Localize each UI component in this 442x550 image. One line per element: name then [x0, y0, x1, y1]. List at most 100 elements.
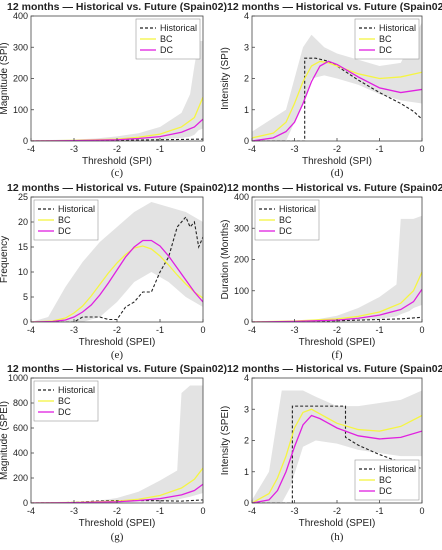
- legend-label: Historical: [279, 204, 316, 214]
- chart-title: 12 months — Historical vs. Future (Spain…: [227, 1, 442, 13]
- legend-label: Historical: [160, 23, 197, 33]
- legend-label: DC: [379, 45, 392, 55]
- chart-panel-c: 12 months — Historical vs. Future (Spain…: [0, 1, 227, 179]
- y-tick-label: 0: [23, 498, 28, 508]
- y-tick-label: 100: [234, 286, 249, 296]
- x-tick-label: -1: [375, 506, 383, 516]
- chart-panel-d: 12 months — Historical vs. Future (Spain…: [220, 1, 442, 179]
- x-tick-label: 0: [419, 144, 424, 154]
- x-axis-label: Threshold (SPI): [82, 156, 152, 167]
- y-tick-label: 0: [244, 498, 249, 508]
- legend-label: BC: [58, 215, 71, 225]
- x-tick-label: -2: [333, 506, 341, 516]
- x-tick-label: -1: [375, 325, 383, 335]
- x-tick-label: 0: [200, 325, 205, 335]
- y-tick-label: 100: [13, 105, 28, 115]
- panel-label: (c): [111, 167, 124, 179]
- x-tick-label: -4: [248, 144, 256, 154]
- x-tick-label: 0: [200, 144, 205, 154]
- x-axis-label: Threshold (SPEI): [299, 518, 376, 529]
- y-tick-label: 10: [18, 267, 28, 277]
- y-tick-label: 0: [23, 317, 28, 327]
- y-tick-label: 4: [244, 11, 249, 21]
- x-tick-label: -4: [248, 325, 256, 335]
- x-tick-label: -1: [156, 144, 164, 154]
- x-tick-label: -3: [290, 325, 298, 335]
- x-tick-label: -1: [156, 506, 164, 516]
- y-tick-label: 25: [18, 192, 28, 202]
- uncertainty-band: [252, 215, 422, 322]
- y-tick-label: 1000: [8, 373, 28, 383]
- plot-area: [31, 202, 203, 322]
- chart-title: 12 months — Historical vs. Future (Spain…: [227, 182, 442, 194]
- uncertainty-band: [252, 22, 422, 141]
- y-tick-label: 20: [18, 217, 28, 227]
- y-tick-label: 15: [18, 242, 28, 252]
- legend-label: DC: [379, 486, 392, 496]
- series-line-dc: [31, 118, 203, 141]
- x-tick-label: 0: [419, 506, 424, 516]
- chart-title: 12 months — Historical vs. Future (Spain…: [227, 363, 442, 375]
- panel-label: (d): [331, 167, 344, 179]
- legend-label: Historical: [58, 204, 95, 214]
- x-tick-label: -4: [27, 325, 35, 335]
- x-axis-label: Threshold (SPEI): [79, 337, 156, 348]
- series-line-dc: [252, 60, 422, 141]
- y-axis-label: Intensity (SPI): [220, 47, 231, 110]
- plot-area: [31, 385, 203, 503]
- y-tick-label: 200: [234, 255, 249, 265]
- y-tick-label: 0: [244, 136, 249, 146]
- y-tick-label: 5: [23, 292, 28, 302]
- x-tick-label: -3: [290, 506, 298, 516]
- chart-title: 12 months — Historical vs. Future (Spain…: [7, 363, 227, 375]
- x-tick-label: -1: [156, 325, 164, 335]
- x-axis-label: Threshold (SPEI): [299, 337, 376, 348]
- legend-label: BC: [279, 215, 292, 225]
- y-tick-label: 200: [13, 473, 28, 483]
- legend-label: DC: [160, 45, 173, 55]
- legend-label: DC: [58, 226, 71, 236]
- x-tick-label: -3: [290, 144, 298, 154]
- x-tick-label: -2: [113, 325, 121, 335]
- y-tick-label: 800: [13, 398, 28, 408]
- y-axis-label: Duration (Months): [220, 219, 231, 299]
- series-line-bc: [252, 408, 422, 503]
- plot-area: [252, 22, 422, 141]
- x-tick-label: -3: [70, 144, 78, 154]
- y-tick-label: 2: [244, 74, 249, 84]
- y-tick-label: 400: [13, 448, 28, 458]
- y-tick-label: 1: [244, 467, 249, 477]
- chart-panel-f: 12 months — Historical vs. Future (Spain…: [220, 182, 442, 361]
- plot-area: [31, 41, 203, 141]
- legend-label: BC: [379, 34, 392, 44]
- series-line-dc: [31, 483, 203, 503]
- y-tick-label: 0: [23, 136, 28, 146]
- x-tick-label: -3: [70, 506, 78, 516]
- y-tick-label: 400: [13, 11, 28, 21]
- legend-label: BC: [160, 34, 173, 44]
- panel-label: (g): [111, 531, 124, 543]
- y-axis-label: Magnitude (SPI): [0, 42, 10, 114]
- y-tick-label: 2: [244, 436, 249, 446]
- x-tick-label: -4: [27, 506, 35, 516]
- x-tick-label: -2: [333, 144, 341, 154]
- series-line-dc: [31, 239, 203, 322]
- x-tick-label: 0: [200, 506, 205, 516]
- y-tick-label: 300: [234, 223, 249, 233]
- panel-label: (f): [332, 349, 343, 361]
- y-axis-label: Magnitude (SPEI): [0, 401, 10, 480]
- y-tick-label: 400: [234, 192, 249, 202]
- y-tick-label: 0: [244, 317, 249, 327]
- x-tick-label: -2: [113, 144, 121, 154]
- chart-title: 12 months — Historical vs. Future (Spain…: [7, 1, 227, 13]
- chart-panel-h: 12 months — Historical vs. Future (Spain…: [220, 363, 442, 543]
- x-tick-label: -2: [113, 506, 121, 516]
- series-line-dc: [252, 414, 422, 503]
- x-axis-label: Threshold (SPEI): [79, 518, 156, 529]
